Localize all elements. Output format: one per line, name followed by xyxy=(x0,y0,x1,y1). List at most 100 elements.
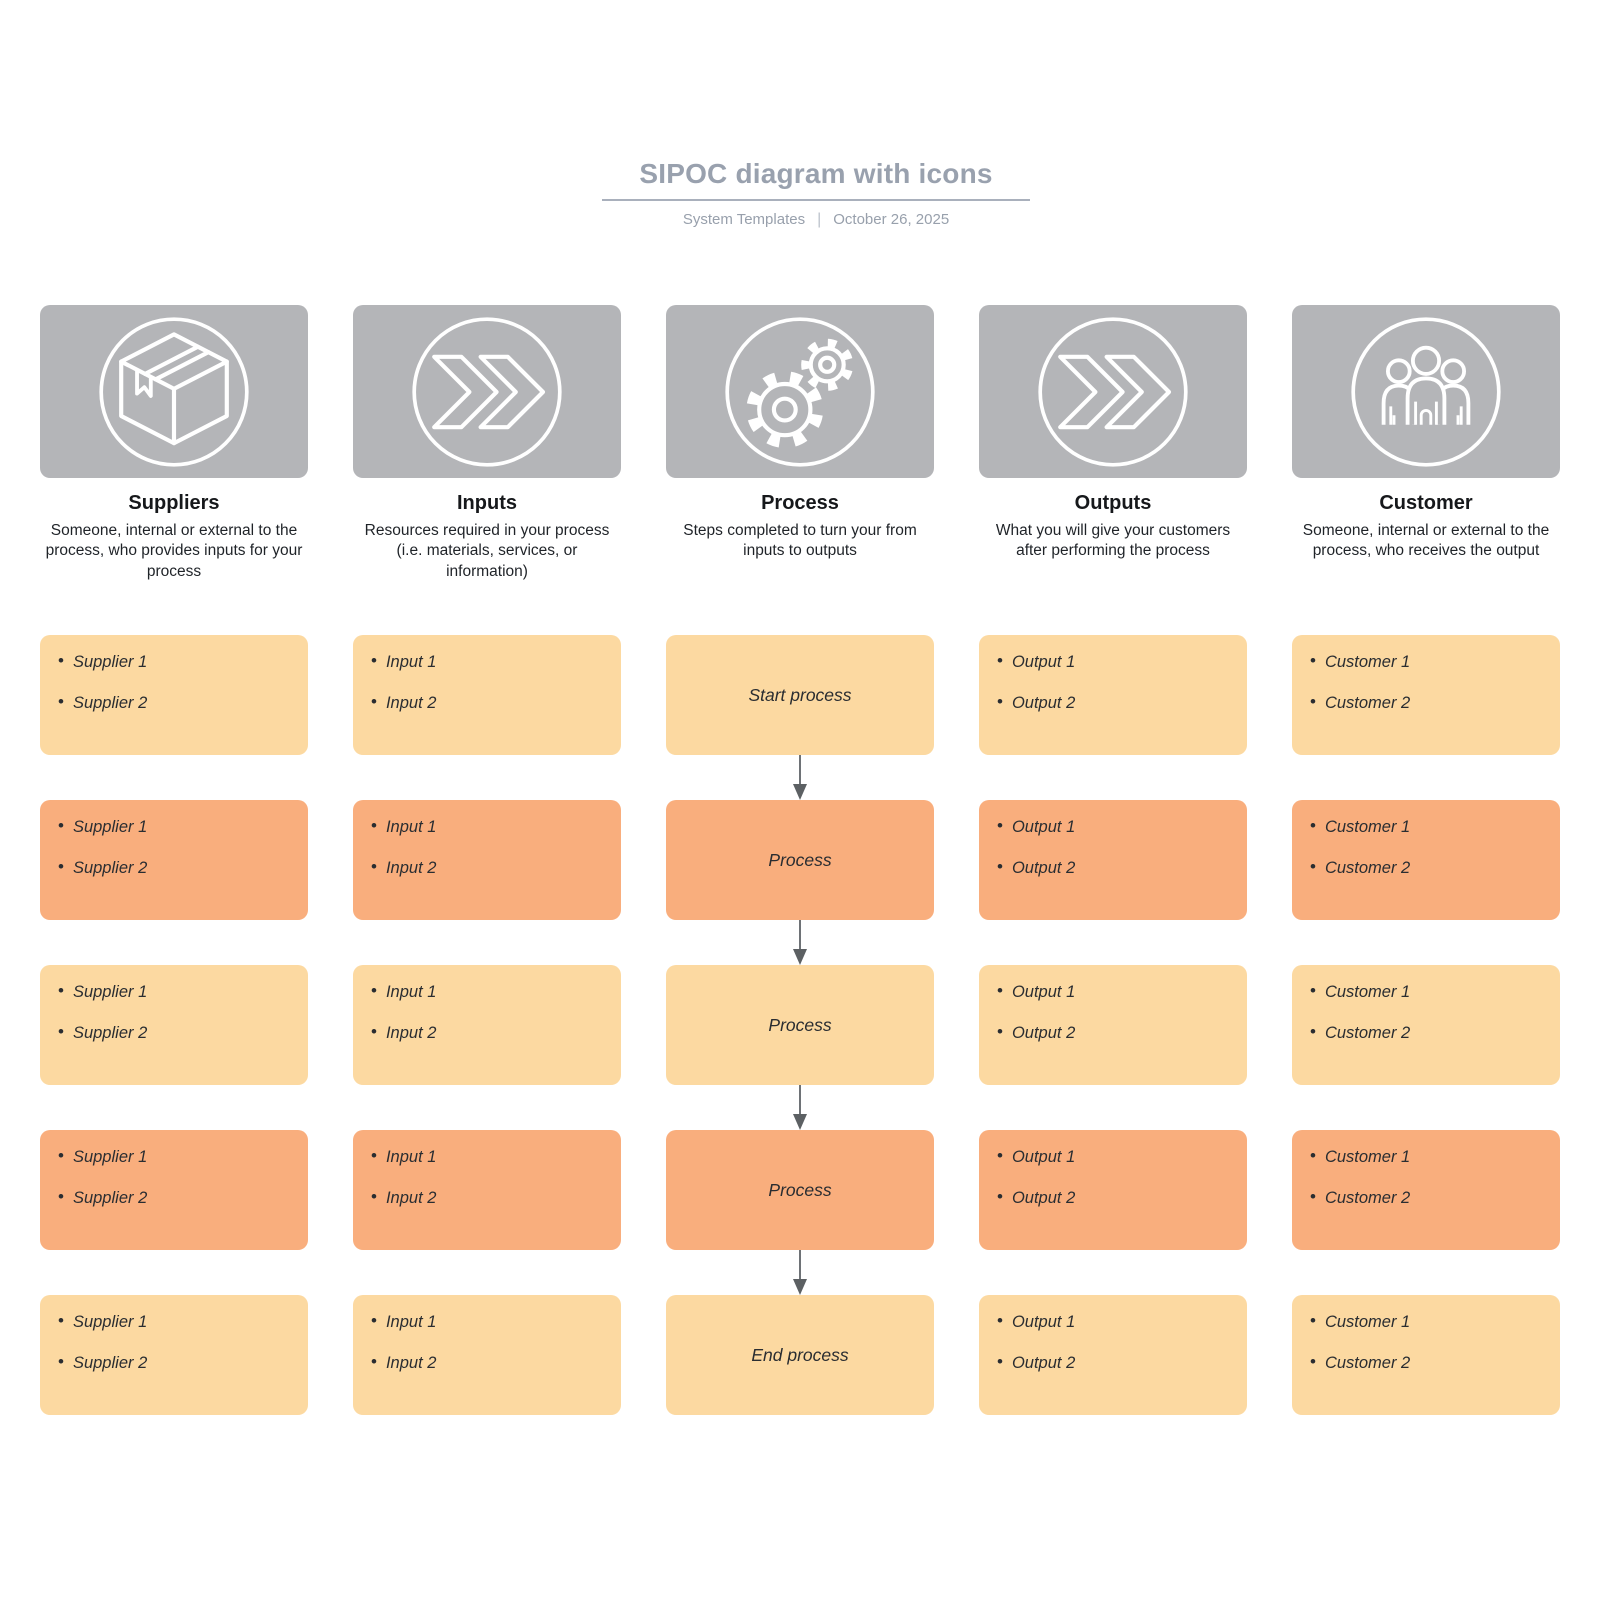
card-item-list: Input 1 Input 2 xyxy=(371,1147,605,1208)
column-description: Someone, internal or external to the pro… xyxy=(45,522,303,580)
people-icon xyxy=(1346,312,1506,472)
byline-author: System Templates xyxy=(682,211,806,228)
suppliers-card: Supplier 1 Supplier 2 xyxy=(40,1130,308,1250)
card-gap xyxy=(1292,1250,1560,1295)
column-heading: Suppliers Someone, internal or external … xyxy=(40,478,308,635)
suppliers-card: Supplier 1 Supplier 2 xyxy=(40,1295,308,1415)
sipoc-diagram: Suppliers Someone, internal or external … xyxy=(40,305,1560,1415)
card-item-list: Customer 1 Customer 2 xyxy=(1310,1147,1544,1208)
double-chevron-icon xyxy=(407,312,567,472)
flow-arrow-icon xyxy=(792,1250,808,1295)
column-description: Resources required in your process (i.e.… xyxy=(364,522,610,580)
list-item: Input 2 xyxy=(371,1023,605,1043)
card-gap xyxy=(1292,755,1560,800)
list-item: Customer 1 xyxy=(1310,1147,1544,1167)
column-title: Outputs xyxy=(1074,492,1152,514)
card-gap xyxy=(1292,920,1560,965)
package-icon xyxy=(94,312,254,472)
column-description: Steps completed to turn your from inputs… xyxy=(683,522,917,560)
card-gap xyxy=(979,755,1247,800)
customer-card: Customer 1 Customer 2 xyxy=(1292,1130,1560,1250)
title-underline xyxy=(602,199,1030,201)
column-heading: Outputs What you will give your customer… xyxy=(979,478,1247,635)
process-step-label: Process xyxy=(768,1179,832,1200)
flow-arrow-icon xyxy=(792,755,808,800)
column-title: Process xyxy=(761,492,839,514)
list-item: Input 1 xyxy=(371,1312,605,1332)
double-chevron-icon xyxy=(1033,312,1193,472)
column-title: Suppliers xyxy=(128,492,220,514)
process-step-card: Start process xyxy=(666,635,934,755)
card-gap xyxy=(40,920,308,965)
list-item: Output 2 xyxy=(997,1023,1231,1043)
card-item-list: Output 1 Output 2 xyxy=(997,817,1231,878)
card-gap xyxy=(40,1250,308,1295)
process-step-label: Process xyxy=(768,1014,832,1035)
outputs-card: Output 1 Output 2 xyxy=(979,635,1247,755)
list-item: Customer 2 xyxy=(1310,1188,1544,1208)
suppliers-card: Supplier 1 Supplier 2 xyxy=(40,965,308,1085)
flow-arrow-icon xyxy=(792,1085,808,1130)
card-item-list: Input 1 Input 2 xyxy=(371,652,605,713)
card-gap xyxy=(353,920,621,965)
process-step-label: End process xyxy=(751,1344,849,1365)
column-description: What you will give your customers after … xyxy=(995,522,1231,560)
card-item-list: Customer 1 Customer 2 xyxy=(1310,1312,1544,1373)
list-item: Output 1 xyxy=(997,652,1231,672)
list-item: Output 1 xyxy=(997,1312,1231,1332)
outputs-card: Output 1 Output 2 xyxy=(979,965,1247,1085)
list-item: Customer 2 xyxy=(1310,1353,1544,1373)
card-gap xyxy=(353,1250,621,1295)
card-item-list: Supplier 1 Supplier 2 xyxy=(58,652,292,713)
list-item: Supplier 2 xyxy=(58,1023,292,1043)
column-icon-tile xyxy=(1292,305,1560,478)
customer-card: Customer 1 Customer 2 xyxy=(1292,965,1560,1085)
diagram-header: SIPOC diagram with icons System Template… xyxy=(0,158,1600,229)
card-gap xyxy=(979,920,1247,965)
flow-arrow-icon xyxy=(792,920,808,965)
list-item: Input 2 xyxy=(371,1188,605,1208)
column-cards: Customer 1 Customer 2 Customer 1 Customer 2… xyxy=(1292,635,1560,1415)
list-item: Input 1 xyxy=(371,1147,605,1167)
card-gap xyxy=(40,755,308,800)
list-item: Output 2 xyxy=(997,1188,1231,1208)
inputs-card: Input 1 Input 2 xyxy=(353,1130,621,1250)
list-item: Customer 2 xyxy=(1310,858,1544,878)
column-cards: Start process Process Process Process End pr… xyxy=(666,635,934,1415)
column-title: Inputs xyxy=(457,492,517,514)
card-item-list: Supplier 1 Supplier 2 xyxy=(58,982,292,1043)
list-item: Output 1 xyxy=(997,982,1231,1002)
process-step-card: End process xyxy=(666,1295,934,1415)
list-item: Output 2 xyxy=(997,693,1231,713)
list-item: Supplier 2 xyxy=(58,858,292,878)
inputs-card: Input 1 Input 2 xyxy=(353,635,621,755)
column-heading: Inputs Resources required in your proces… xyxy=(353,478,621,635)
inputs-card: Input 1 Input 2 xyxy=(353,965,621,1085)
list-item: Supplier 1 xyxy=(58,817,292,837)
card-gap xyxy=(666,920,934,965)
list-item: Customer 1 xyxy=(1310,817,1544,837)
card-item-list: Output 1 Output 2 xyxy=(997,652,1231,713)
list-item: Output 2 xyxy=(997,858,1231,878)
list-item: Customer 2 xyxy=(1310,1023,1544,1043)
card-item-list: Supplier 1 Supplier 2 xyxy=(58,1147,292,1208)
byline-separator: | xyxy=(817,211,822,228)
outputs-card: Output 1 Output 2 xyxy=(979,1130,1247,1250)
card-gap xyxy=(979,1250,1247,1295)
card-gap xyxy=(353,1085,621,1130)
customer-card: Customer 1 Customer 2 xyxy=(1292,1295,1560,1415)
card-gap xyxy=(666,1250,934,1295)
column-icon-tile xyxy=(666,305,934,478)
process-step-card: Process xyxy=(666,965,934,1085)
diagram-header-inner: SIPOC diagram with icons System Template… xyxy=(602,158,1030,229)
list-item: Supplier 2 xyxy=(58,1353,292,1373)
card-gap xyxy=(1292,1085,1560,1130)
list-item: Supplier 2 xyxy=(58,1188,292,1208)
list-item: Supplier 2 xyxy=(58,693,292,713)
card-item-list: Customer 1 Customer 2 xyxy=(1310,982,1544,1043)
process-step-label: Start process xyxy=(748,684,852,705)
card-item-list: Customer 1 Customer 2 xyxy=(1310,652,1544,713)
process-step-label: Process xyxy=(768,849,832,870)
outputs-card: Output 1 Output 2 xyxy=(979,800,1247,920)
